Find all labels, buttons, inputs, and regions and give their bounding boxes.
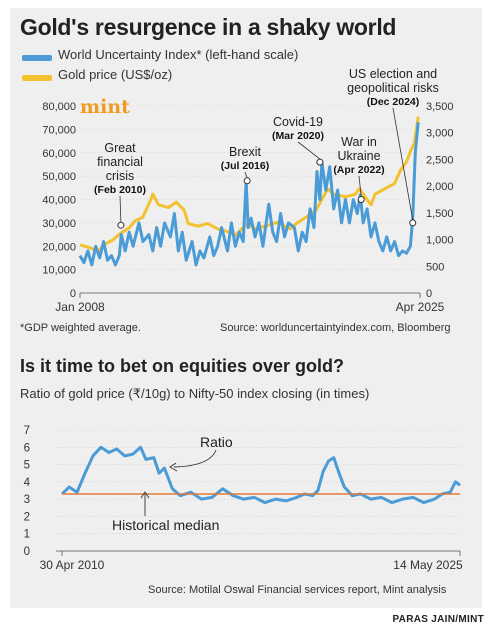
ratio-arrowhead <box>169 462 178 472</box>
y-right-tick-label: 1,500 <box>426 208 454 220</box>
annotation-marker <box>357 196 365 203</box>
infographic-panel <box>10 8 482 608</box>
legend-label-gold: Gold price (US$/oz) <box>58 67 173 82</box>
y-left-tick-label: 80,000 <box>42 101 76 113</box>
annotation-marker <box>117 221 125 229</box>
annotation-marker <box>409 219 417 227</box>
legend-label-wui: World Uncertainty Index* (left-hand scal… <box>58 47 299 62</box>
y-left-tick-label: 20,000 <box>42 241 76 253</box>
ratio-label: Ratio <box>200 434 233 450</box>
annotation-date: (Jul 2016) <box>221 160 269 172</box>
chart1-source: Source: worlduncertaintyindex.com, Bloom… <box>220 322 451 334</box>
y-left-tick-label: 10,000 <box>42 265 76 277</box>
annotation-text: War in <box>341 135 377 149</box>
y-right-tick-label: 3,000 <box>426 128 454 140</box>
y-right-tick-label: 2,000 <box>426 181 454 193</box>
annotation-marker <box>316 158 324 166</box>
y-left-tick-label: 40,000 <box>42 195 76 207</box>
annotation-text: geopolitical risks <box>347 81 439 95</box>
y-tick-label: 2 <box>24 511 30 523</box>
annotation: Brexit(Jul 2016) <box>221 145 269 185</box>
annotation-date: (Dec 2024) <box>367 96 420 108</box>
ratio-leader <box>173 449 217 468</box>
x-tick-label: Apr 2025 <box>396 300 445 314</box>
annotation-date: (Feb 2010) <box>94 184 146 196</box>
annotation-date: (Apr 2022) <box>333 164 384 176</box>
y-right-tick-label: 3,500 <box>426 101 454 113</box>
y-tick-label: 3 <box>24 494 30 506</box>
annotation-text: Ukraine <box>337 149 380 163</box>
annotation-date: (Mar 2020) <box>272 130 324 142</box>
annotation-text: Brexit <box>229 145 261 159</box>
y-tick-label: 6 <box>24 442 30 454</box>
y-left-tick-label: 50,000 <box>42 171 76 183</box>
chart2-subtitle: Ratio of gold price (₹/10g) to Nifty-50 … <box>20 386 370 401</box>
y-tick-label: 1 <box>24 529 30 541</box>
series-world-uncertainty-index <box>78 122 420 267</box>
x-tick-label: Jan 2008 <box>55 300 105 314</box>
annotation-leader <box>358 175 362 197</box>
annotation-leader <box>119 195 122 223</box>
y-tick-label: 0 <box>24 546 30 558</box>
mint-logo: mint <box>80 96 130 118</box>
annotation-text: Great <box>104 141 136 155</box>
annotation-leader <box>244 171 248 178</box>
annotation-text: crisis <box>106 169 134 183</box>
y-left-tick-label: 30,000 <box>42 218 76 230</box>
legend-swatch-gold <box>22 75 52 81</box>
median-label: Historical median <box>112 517 219 533</box>
annotation: Covid-19(Mar 2020) <box>272 115 324 166</box>
series-ratio <box>60 445 461 505</box>
chart1-footnote: *GDP weighted average. <box>20 322 141 334</box>
chart2-source: Source: Motilal Oswal Financial services… <box>148 584 447 596</box>
y-right-tick-label: 2,500 <box>426 154 454 166</box>
legend-swatch-wui <box>22 55 52 61</box>
annotation-text: financial <box>97 155 143 169</box>
y-tick-label: 7 <box>24 425 30 437</box>
y-right-tick-label: 1,000 <box>426 235 454 247</box>
annotation-leader <box>297 141 321 160</box>
byline-credit: PARAS JAIN/MINT <box>392 614 484 625</box>
y-right-tick-label: 0 <box>426 288 432 300</box>
x-tick-label: 14 May 2025 <box>393 558 463 572</box>
y-right-tick-label: 500 <box>426 261 444 273</box>
annotation-text: US election and <box>349 67 437 81</box>
chart1-title: Gold's resurgence in a shaky world <box>20 14 397 40</box>
median-arrowhead <box>140 491 150 499</box>
y-left-tick-label: 0 <box>70 288 76 300</box>
annotation-text: Covid-19 <box>273 115 323 129</box>
annotation-leader <box>392 107 414 220</box>
x-tick-label: 30 Apr 2010 <box>40 558 105 572</box>
y-left-tick-label: 60,000 <box>42 148 76 160</box>
y-tick-label: 5 <box>24 460 30 472</box>
y-left-tick-label: 70,000 <box>42 124 76 136</box>
annotation-marker <box>243 177 251 185</box>
chart2-title: Is it time to bet on equities over gold? <box>20 356 345 376</box>
y-tick-label: 4 <box>24 477 31 489</box>
